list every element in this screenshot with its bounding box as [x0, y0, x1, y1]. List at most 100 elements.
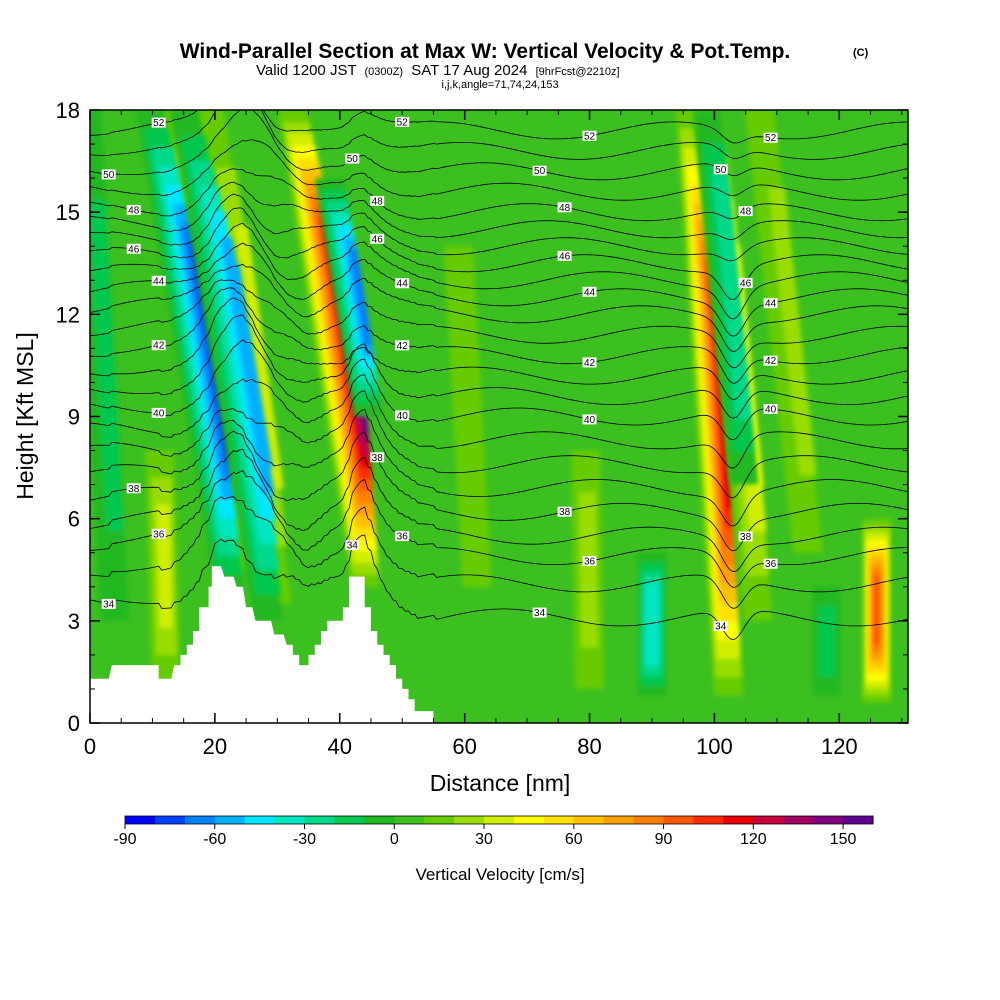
contour-label: 38: [738, 531, 753, 543]
svg-text:34: 34: [347, 541, 359, 552]
downdraft-band: [692, 110, 759, 485]
theta-contour: [90, 193, 908, 262]
contour-label: 52: [582, 130, 597, 142]
svg-text:44: 44: [584, 287, 596, 298]
contour-label: 52: [395, 116, 410, 128]
colorbar-tick-label: -30: [293, 831, 316, 848]
svg-text:50: 50: [103, 170, 115, 181]
y-tick-label: 6: [68, 507, 80, 532]
contour-label: 40: [582, 414, 597, 426]
downdraft-band: [812, 586, 842, 696]
contour-label: 46: [126, 243, 141, 255]
theta-contour: [90, 264, 908, 353]
valid-time: Valid 1200 JST: [256, 62, 356, 79]
contour-label: 36: [395, 531, 410, 543]
colorbar-swatch: [274, 816, 306, 824]
contour-label: 40: [395, 410, 410, 422]
svg-text:40: 40: [765, 405, 777, 416]
forecast-info: [9hrFcst@2210z]: [536, 66, 620, 78]
theta-contours: [90, 110, 908, 641]
contour-label: 38: [126, 483, 141, 495]
svg-text:50: 50: [715, 165, 727, 176]
svg-text:46: 46: [128, 244, 140, 255]
updraft-band: [675, 110, 744, 696]
vertical-velocity-field: [90, 110, 892, 703]
svg-text:50: 50: [534, 166, 546, 177]
x-axis-label: Distance [nm]: [430, 770, 571, 796]
svg-text:40: 40: [397, 411, 409, 422]
svg-text:38: 38: [740, 532, 752, 543]
svg-text:38: 38: [559, 507, 571, 518]
theta-contour: [90, 279, 908, 369]
contour-label: 44: [763, 298, 778, 310]
y-tick-label: 18: [56, 98, 80, 123]
contour-label: 48: [557, 202, 572, 214]
colorbar-swatch: [214, 816, 246, 824]
colorbar-swatch: [663, 816, 694, 824]
x-tick-label: 120: [821, 734, 858, 759]
copyright-mark: (C): [853, 47, 869, 59]
colorbar-swatch: [573, 816, 605, 824]
colorbar-swatch: [154, 816, 186, 824]
svg-text:52: 52: [584, 131, 596, 142]
colorbar-swatch: [513, 816, 545, 824]
contour-labels: 34 34 34 34 36 36 36 36 38 38 38 38 40 40 40 40 42 42 42 42…: [101, 116, 778, 633]
contour-label: 46: [557, 250, 572, 262]
colorbar-tick-label: 60: [565, 831, 583, 848]
colorbar-swatch: [633, 816, 665, 824]
section-indices: i,j,k,angle=71,74,24,153: [441, 79, 558, 91]
contour-label: 48: [126, 204, 141, 216]
colorbar-swatch: [125, 816, 156, 824]
colorbar-swatch: [394, 816, 425, 824]
colorbar-swatch: [364, 816, 395, 824]
colorbar-swatch: [424, 816, 455, 824]
colorbar-swatch: [753, 816, 784, 824]
theta-contour: [90, 181, 908, 241]
x-tick-label: 80: [577, 734, 601, 759]
contour-label: 36: [151, 528, 166, 540]
svg-text:34: 34: [715, 622, 727, 633]
theta-contour: [90, 222, 908, 320]
chart-subtitle: Valid 1200 JST (0300Z) SAT 17 Aug 2024 […: [256, 62, 620, 79]
contour-label: 50: [713, 164, 728, 176]
colorbar-swatch: [843, 816, 874, 824]
x-tick-label: 20: [203, 734, 227, 759]
theta-contour: [90, 430, 908, 552]
svg-text:52: 52: [397, 117, 409, 128]
svg-text:34: 34: [534, 608, 546, 619]
valid-date: SAT 17 Aug 2024: [411, 62, 527, 79]
contour-label: 38: [370, 452, 385, 464]
colorbar-tick-label: 90: [655, 831, 673, 848]
updraft-band: [444, 246, 492, 587]
valid-utc: (0300Z): [365, 66, 404, 78]
contour-label: 42: [151, 340, 166, 352]
downdraft-band: [90, 110, 130, 621]
theta-contour: [90, 448, 908, 573]
x-tick-label: 40: [328, 734, 352, 759]
colorbar-tick-label: -90: [113, 831, 136, 848]
svg-text:50: 50: [347, 154, 359, 165]
svg-text:40: 40: [153, 408, 165, 419]
x-tick-label: 60: [452, 734, 476, 759]
svg-text:44: 44: [153, 276, 165, 287]
contour-label: 34: [532, 607, 547, 619]
contour-label: 34: [345, 540, 360, 552]
x-tick-label: 0: [84, 734, 96, 759]
colorbar-swatch: [813, 816, 844, 824]
contour-label: 38: [557, 506, 572, 518]
colorbar-tick-label: 120: [740, 831, 767, 848]
contour-label: 44: [582, 286, 597, 298]
svg-text:46: 46: [372, 234, 384, 245]
updraft-band: [571, 450, 604, 689]
colorbar-swatch: [603, 816, 635, 824]
colorbar-swatch: [304, 816, 335, 824]
y-tick-label: 0: [68, 711, 80, 736]
svg-text:38: 38: [372, 453, 384, 464]
y-axis-label: Height [Kft MSL]: [12, 332, 38, 499]
theta-contour: [90, 314, 908, 419]
colorbar-swatch: [334, 816, 365, 824]
updraft-band: [862, 518, 892, 703]
contour-label: 52: [151, 117, 166, 129]
